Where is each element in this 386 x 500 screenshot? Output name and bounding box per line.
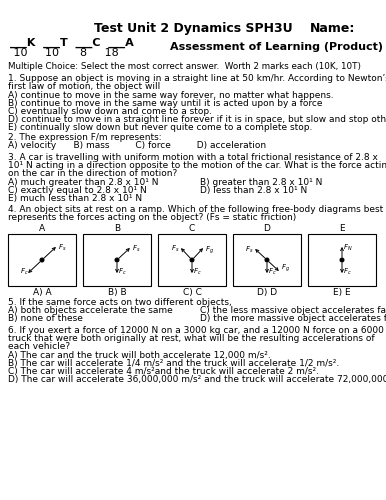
Circle shape: [340, 258, 344, 262]
Text: $F_c$: $F_c$: [193, 267, 201, 277]
Text: D) The car will accelerate 36,000,000 m/s² and the truck will accelerate 72,000,: D) The car will accelerate 36,000,000 m/…: [8, 375, 386, 384]
Text: represents the forces acting on the object? (Fs = static friction): represents the forces acting on the obje…: [8, 213, 296, 222]
Text: C) exactly equal to 2.8 x 10¹ N: C) exactly equal to 2.8 x 10¹ N: [8, 186, 147, 195]
Text: A) A: A) A: [33, 288, 51, 297]
Bar: [308, 234, 376, 286]
Text: B) continue to move in the same way until it is acted upon by a force: B) continue to move in the same way unti…: [8, 99, 322, 108]
Text: $F_g$: $F_g$: [205, 244, 214, 256]
Circle shape: [115, 258, 119, 262]
Circle shape: [265, 258, 269, 262]
Text: E) continually slow down but never quite come to a complete stop.: E) continually slow down but never quite…: [8, 123, 312, 132]
Bar: [83, 234, 151, 286]
Text: C) C: C) C: [183, 288, 201, 297]
Text: E) much less than 2.8 x 10¹ N: E) much less than 2.8 x 10¹ N: [8, 194, 142, 203]
Text: E: E: [339, 224, 345, 233]
Text: D) continue to move in a straight line forever if it is in space, but slow and s: D) continue to move in a straight line f…: [8, 115, 386, 124]
Circle shape: [40, 258, 44, 262]
Text: truck that were both originally at rest, what will be the resulting acceleration: truck that were both originally at rest,…: [8, 334, 375, 343]
Text: B) B: B) B: [108, 288, 126, 297]
Circle shape: [190, 258, 194, 262]
Bar: [233, 234, 301, 286]
Text: C) the less massive object accelerates faster: C) the less massive object accelerates f…: [200, 306, 386, 315]
Text: D: D: [264, 224, 271, 233]
Text: B: B: [114, 224, 120, 233]
Text: $F_c$: $F_c$: [20, 267, 29, 277]
Text: Name:: Name:: [310, 22, 356, 35]
Text: first law of motion, the object will: first law of motion, the object will: [8, 82, 160, 91]
Text: $F_s$: $F_s$: [132, 244, 141, 254]
Text: D) less than 2.8 x 10¹ N: D) less than 2.8 x 10¹ N: [200, 186, 307, 195]
Text: C: C: [189, 224, 195, 233]
Text: Multiple Choice: Select the most correct answer.  Worth 2 marks each (10K, 10T): Multiple Choice: Select the most correct…: [8, 62, 361, 71]
Text: $F_s$: $F_s$: [171, 244, 179, 254]
Text: ___K  ___T  ___C  ___A: ___K ___T ___C ___A: [10, 38, 134, 48]
Text: B) greater than 2.8 x 10¹ N: B) greater than 2.8 x 10¹ N: [200, 178, 322, 187]
Text: A) velocity      B) mass         C) force         D) acceleration: A) velocity B) mass C) force D) accelera…: [8, 141, 266, 150]
Text: 5. If the same force acts on two different objects,: 5. If the same force acts on two differe…: [8, 298, 232, 307]
Text: 1. Suppose an object is moving in a straight line at 50 km/hr. According to Newt: 1. Suppose an object is moving in a stra…: [8, 74, 386, 83]
Text: 6. If you exert a force of 12000 N on a 3000 kg car, and a 12000 N force on a 60: 6. If you exert a force of 12000 N on a …: [8, 326, 386, 335]
Text: D) D: D) D: [257, 288, 277, 297]
Text: A) continue to move in the same way forever, no matter what happens.: A) continue to move in the same way fore…: [8, 91, 334, 100]
Text: 10     10      8     18: 10 10 8 18: [10, 48, 119, 58]
Text: $F_c$: $F_c$: [118, 267, 127, 277]
Text: B) none of these: B) none of these: [8, 314, 83, 323]
Text: B) The car will accelerate 1/4 m/s² and the truck will accelerate 1/2 m/s².: B) The car will accelerate 1/4 m/s² and …: [8, 359, 339, 368]
Text: Assessment of Learning (Product): Assessment of Learning (Product): [170, 42, 383, 52]
Text: $F_N$: $F_N$: [343, 243, 352, 253]
Text: each vehicle?: each vehicle?: [8, 342, 70, 351]
Text: C) eventually slow down and come to a stop.: C) eventually slow down and come to a st…: [8, 107, 212, 116]
Text: E) E: E) E: [333, 288, 351, 297]
Text: C) The car will accelerate 4 m/s²and the truck will accelerate 2 m/s².: C) The car will accelerate 4 m/s²and the…: [8, 367, 319, 376]
Text: D) the more massive object accelerates faster: D) the more massive object accelerates f…: [200, 314, 386, 323]
Text: A) much greater than 2.8 x 10¹ N: A) much greater than 2.8 x 10¹ N: [8, 178, 159, 187]
Text: $F_c$: $F_c$: [343, 267, 352, 277]
Text: A) The car and the truck will both accelerate 12,000 m/s².: A) The car and the truck will both accel…: [8, 351, 271, 360]
Text: $F_s$: $F_s$: [245, 245, 254, 255]
Text: 3. A car is travelling with uniform motion with a total frictional resistance of: 3. A car is travelling with uniform moti…: [8, 153, 378, 162]
Text: $F_s$: $F_s$: [58, 243, 66, 253]
Bar: [158, 234, 226, 286]
Text: A) both objects accelerate the same: A) both objects accelerate the same: [8, 306, 173, 315]
Text: A: A: [39, 224, 45, 233]
Text: $F_c$: $F_c$: [268, 267, 277, 277]
Text: 10¹ N acting in a direction opposite to the motion of the car. What is the force: 10¹ N acting in a direction opposite to …: [8, 161, 386, 170]
Text: Test Unit 2 Dynamics SPH3U: Test Unit 2 Dynamics SPH3U: [94, 22, 292, 35]
Text: 4. An object sits at rest on a ramp. Which of the following free-body diagrams b: 4. An object sits at rest on a ramp. Whi…: [8, 205, 383, 214]
Text: 2. The expression F/m represents:: 2. The expression F/m represents:: [8, 133, 162, 142]
Text: $F_g$: $F_g$: [281, 262, 290, 274]
Text: on the car in the direction of motion?: on the car in the direction of motion?: [8, 169, 177, 178]
Bar: [8, 234, 76, 286]
